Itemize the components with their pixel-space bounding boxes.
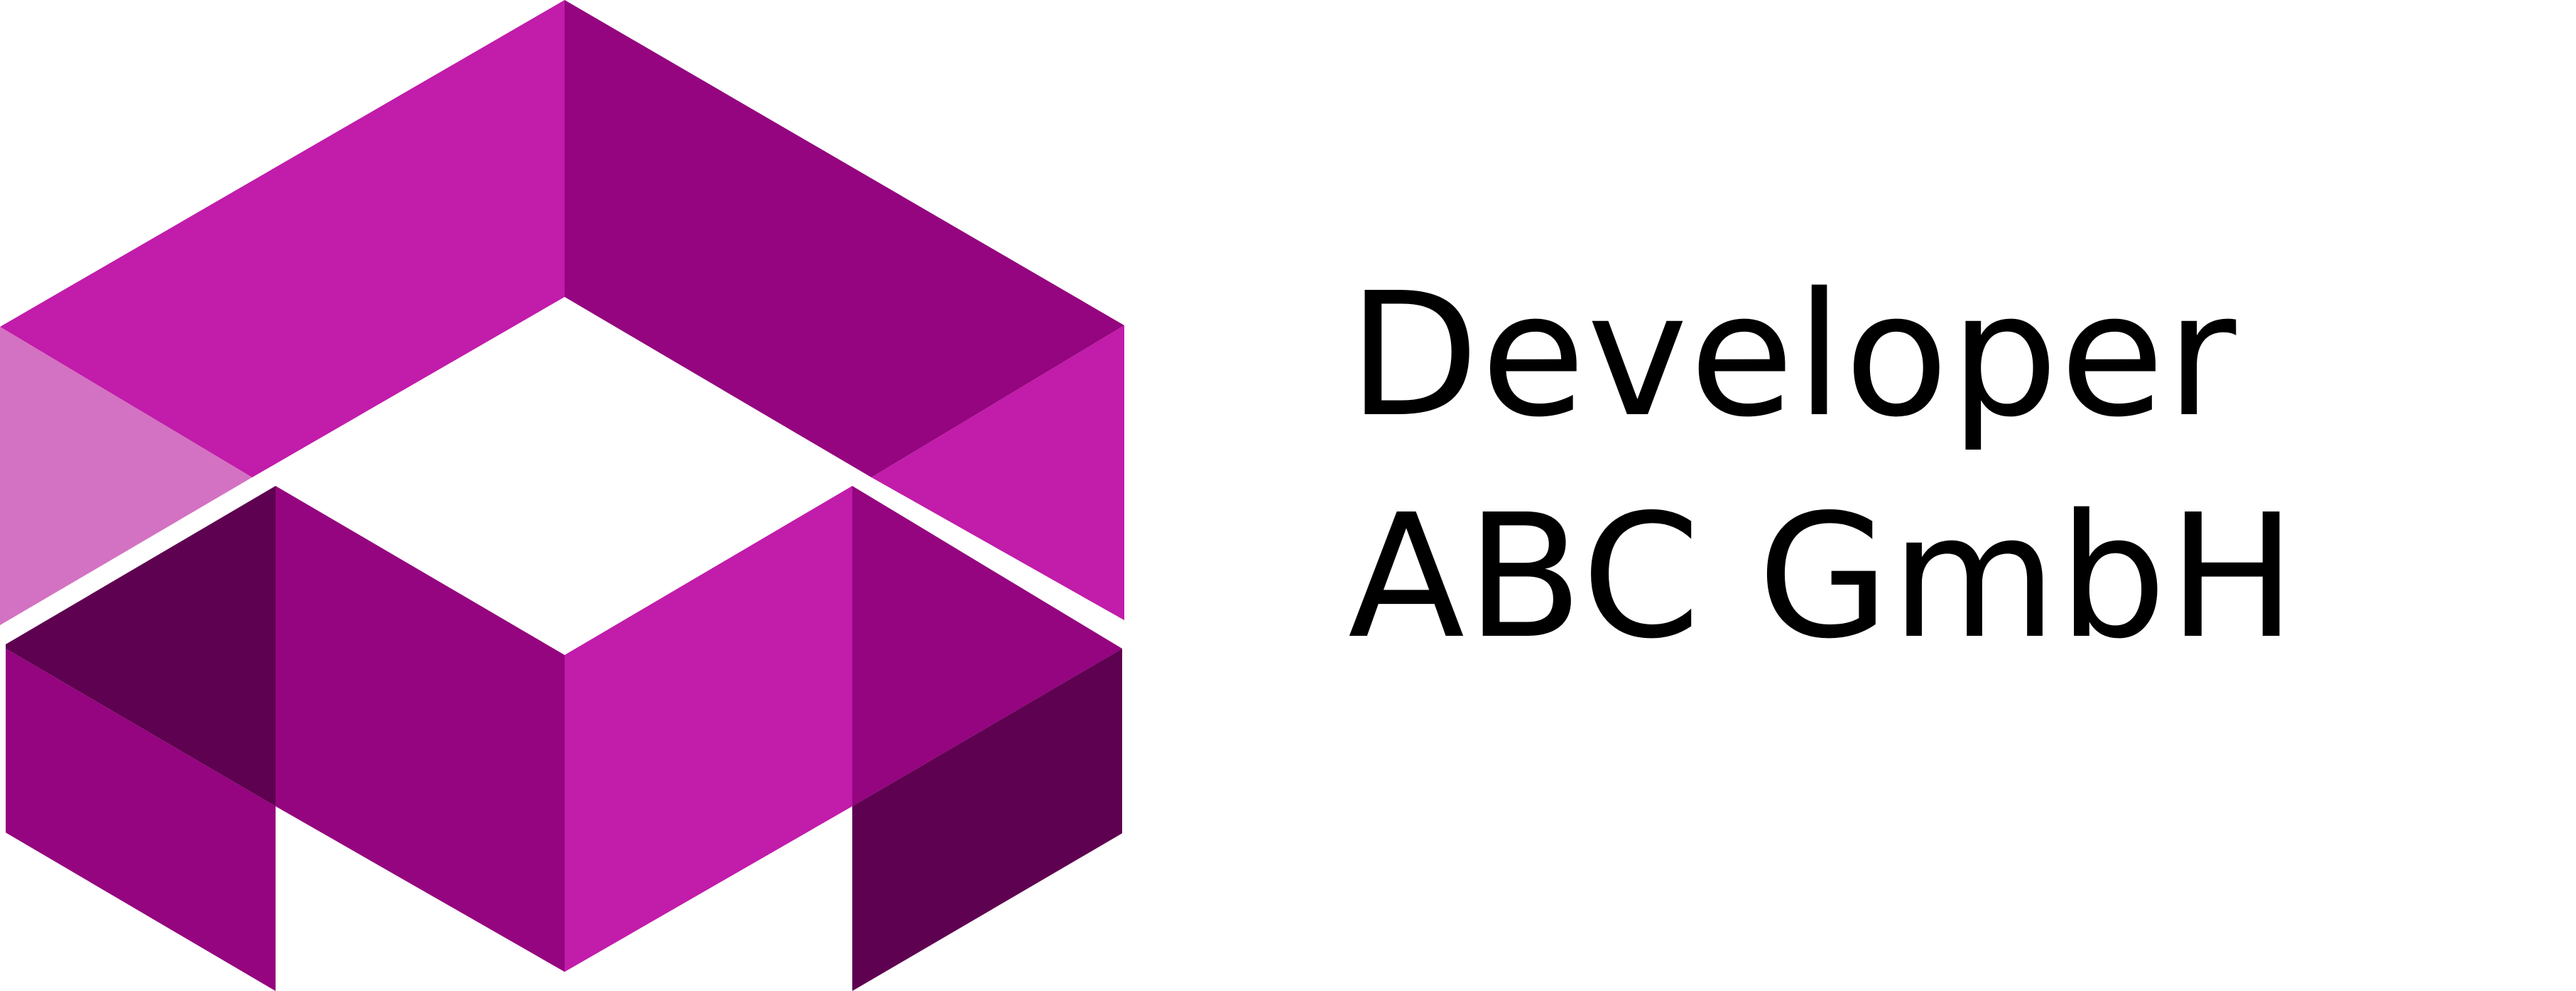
wordmark-line-developer: Developer	[1348, 256, 2238, 455]
logo-lower-left-top-face	[6, 486, 276, 806]
logo-top-right-face	[565, 0, 1124, 477]
logo-right-flap	[871, 325, 1124, 620]
logo-left-flap	[0, 327, 252, 625]
logo-lower-left-inner-face	[276, 486, 565, 972]
logo-top-left-face	[0, 0, 565, 477]
wordmark-line-company: ABC GmbH	[1348, 477, 2298, 676]
company-wordmark: Developer ABC GmbH	[1348, 270, 2298, 662]
isometric-cube-logo-icon	[0, 0, 1124, 991]
logo-lower-right-top-face	[852, 486, 1122, 806]
logo-lower-right-inner-face	[565, 486, 852, 972]
logo-lower-right-front-face	[852, 649, 1122, 991]
logo-lower-left-front-face	[6, 649, 276, 991]
